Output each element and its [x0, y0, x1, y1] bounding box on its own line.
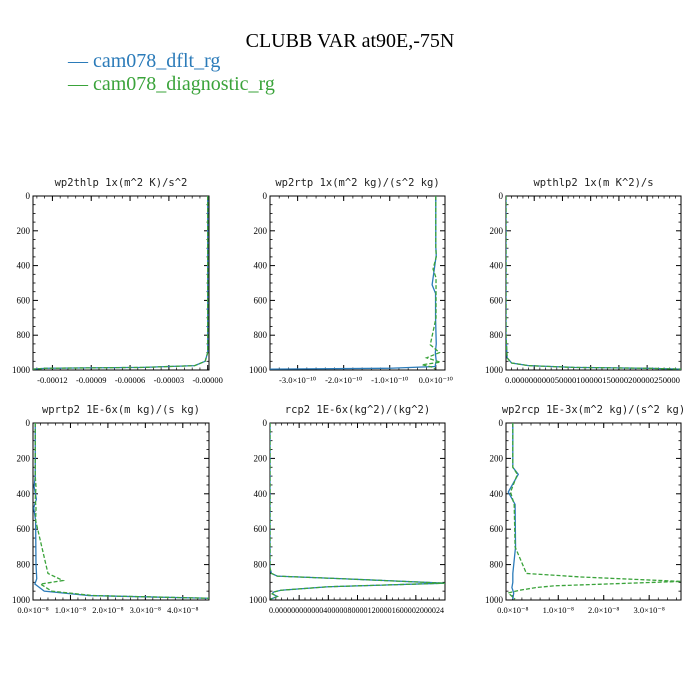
x-tick-label: 2.0×10⁻⁸ [92, 605, 123, 615]
plot-frame [32, 422, 210, 601]
y-tick-label: 1000 [485, 365, 504, 375]
x-tick-labels: 0.00000000000040000080000120000160000200… [269, 605, 445, 615]
panel-title: rcp2 1E-6x(kg^2)/(kg^2) [285, 404, 430, 416]
y-tick-label: 0 [499, 191, 504, 201]
y-tick-label: 0 [26, 191, 31, 201]
y-tick-label: 1000 [485, 595, 504, 605]
y-tick-label: 600 [17, 524, 31, 534]
y-tick-label: 1000 [249, 365, 268, 375]
panel-3: wpthlp2 1x(m K^2)/s 0 200 400 600 800 10000.00… [485, 177, 682, 385]
series-line-diagnostic [421, 196, 441, 370]
y-tick-label: 0 [26, 418, 31, 428]
y-tick-label: 400 [17, 489, 31, 499]
panel-title: wprtp2 1E-6x(m kg)/(s kg) [42, 404, 200, 416]
panel-6: wp2rcp 1E-3x(m^2 kg)/(s^2 kg) 0 200 400 600 8… [485, 404, 685, 615]
y-tick-label: 800 [254, 560, 268, 570]
y-tick-label: 800 [254, 330, 268, 340]
series-line-diagnostic [270, 423, 445, 600]
x-tick-label: 3.0×10⁻⁸ [633, 605, 664, 615]
series-line-diagnostic [33, 196, 209, 370]
x-tick-label: 2.0×10⁻⁸ [588, 605, 619, 615]
y-tick-label: 200 [254, 226, 268, 236]
series-line-dflt [506, 196, 681, 370]
panel-title: wp2rtp 1x(m^2 kg)/(s^2 kg) [275, 177, 439, 189]
y-tick-label: 1000 [249, 595, 268, 605]
series-line-dflt [33, 196, 209, 370]
y-tick-label: 400 [490, 489, 504, 499]
x-tick-label: 4.0×10⁻⁸ [167, 605, 198, 615]
series-line-diagnostic [506, 196, 681, 370]
y-tick-label: 0 [263, 191, 268, 201]
x-tick-label: 1.0×10⁻⁸ [543, 605, 574, 615]
x-tick-label: 3.0×10⁻⁸ [130, 605, 161, 615]
x-tick-label: -0.00012 [37, 375, 67, 385]
panel-title: wp2thlp 1x(m^2 K)/s^2 [55, 177, 188, 189]
y-tick-label: 800 [490, 330, 504, 340]
x-tick-label: -0.00003 [154, 375, 184, 385]
x-tick-label: -2.0×10⁻¹⁰ [325, 375, 363, 385]
y-tick-label: 1000 [12, 365, 31, 375]
figure-title: CLUBB VAR at90E,-75N [245, 30, 455, 52]
plot-frame [269, 195, 446, 371]
plot-frame [269, 422, 446, 601]
plot-frame [32, 195, 210, 371]
legend-entry-diagnostic: — cam078_diagnostic_rg [68, 73, 275, 95]
y-tick-label: 400 [490, 261, 504, 271]
legend-entry-dflt: — cam078_dflt_rg [68, 50, 221, 72]
y-tick-label: 800 [17, 330, 31, 340]
y-tick-label: 200 [17, 453, 31, 463]
series-line-diagnostic [34, 423, 209, 599]
y-tick-label: 800 [490, 560, 504, 570]
y-tick-label: 600 [17, 295, 31, 305]
panel-2: wp2rtp 1x(m^2 kg)/(s^2 kg) 0 200 400 600 800 1… [249, 177, 454, 385]
panel-4: wprtp2 1E-6x(m kg)/(s kg) 0 200 400 600 800 10… [12, 404, 210, 615]
y-tick-label: 200 [490, 226, 504, 236]
y-tick-label: 1000 [12, 595, 31, 605]
y-tick-label: 600 [490, 524, 504, 534]
panel-5: rcp2 1E-6x(kg^2)/(kg^2) 0 200 400 600 800 1000… [249, 404, 446, 615]
x-tick-label: -3.0×10⁻¹⁰ [279, 375, 317, 385]
plot-frame [505, 195, 682, 371]
x-tick-label: 0.0×10⁻⁸ [17, 605, 48, 615]
y-tick-label: 200 [254, 453, 268, 463]
series-line-dflt [270, 423, 445, 600]
x-tick-label: -0.00009 [76, 375, 106, 385]
series-line-dflt [33, 423, 209, 599]
y-tick-label: 0 [263, 418, 268, 428]
x-tick-labels: 0.00000000005000010000015000020000025000… [505, 375, 680, 385]
plot-frame [505, 422, 682, 601]
y-tick-label: 600 [490, 295, 504, 305]
y-tick-label: 400 [17, 261, 31, 271]
x-tick-label: -1.0×10⁻¹⁰ [371, 375, 409, 385]
x-tick-label: 1.0×10⁻⁸ [55, 605, 86, 615]
y-tick-label: 600 [254, 295, 268, 305]
x-tick-label: 0.0×10⁻¹⁰ [419, 375, 454, 385]
y-tick-label: 400 [254, 489, 268, 499]
panel-title: wp2rcp 1E-3x(m^2 kg)/(s^2 kg) [502, 404, 685, 416]
x-tick-label: -0.00000 [192, 375, 222, 385]
y-tick-label: 0 [499, 418, 504, 428]
x-tick-label: -0.00006 [115, 375, 145, 385]
panel-1: wp2thlp 1x(m^2 K)/s^2 0 200 400 600 800 1000 -0… [12, 177, 223, 385]
series-line-dflt [270, 196, 437, 370]
y-tick-label: 400 [254, 261, 268, 271]
y-tick-label: 600 [254, 524, 268, 534]
y-tick-label: 200 [17, 226, 31, 236]
y-tick-label: 800 [17, 560, 31, 570]
x-tick-label: 0.0×10⁻⁸ [497, 605, 528, 615]
series-line-diagnostic [506, 423, 681, 600]
y-tick-label: 200 [490, 453, 504, 463]
panel-title: wpthlp2 1x(m K^2)/s [533, 177, 653, 189]
